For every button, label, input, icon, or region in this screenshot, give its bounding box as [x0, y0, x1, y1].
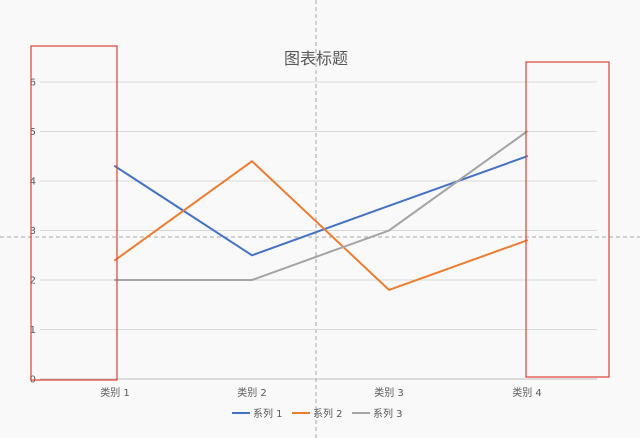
y-tick-label: 5: [30, 127, 36, 138]
x-axis-ticks: 类别 1 类别 2 类别 3 类别 4: [100, 386, 542, 399]
series-line-3: [114, 130, 528, 281]
y-tick-label: 4: [30, 177, 36, 188]
legend-label-1: 系列 1: [253, 407, 283, 420]
y-tick-label: 1: [30, 325, 36, 336]
x-tick-label: 类别 4: [512, 386, 542, 399]
chart-title: 图表标题: [284, 49, 348, 68]
x-tick-label: 类别 1: [100, 386, 130, 399]
x-tick-label: 类别 3: [374, 386, 404, 399]
legend: 系列 1 系列 2 系列 3: [232, 407, 403, 420]
series-line-2: [114, 160, 528, 291]
left-highlight-box: [30, 45, 118, 381]
right-highlight-box: [525, 61, 610, 378]
x-tick-label: 类别 2: [237, 386, 267, 399]
series-line-1: [114, 155, 528, 257]
legend-label-2: 系列 2: [313, 407, 343, 420]
y-tick-label: 3: [30, 226, 36, 237]
y-tick-label: 6: [30, 78, 36, 89]
legend-label-3: 系列 3: [373, 407, 403, 420]
y-tick-label: 2: [30, 276, 36, 287]
series-lines: [114, 130, 528, 291]
